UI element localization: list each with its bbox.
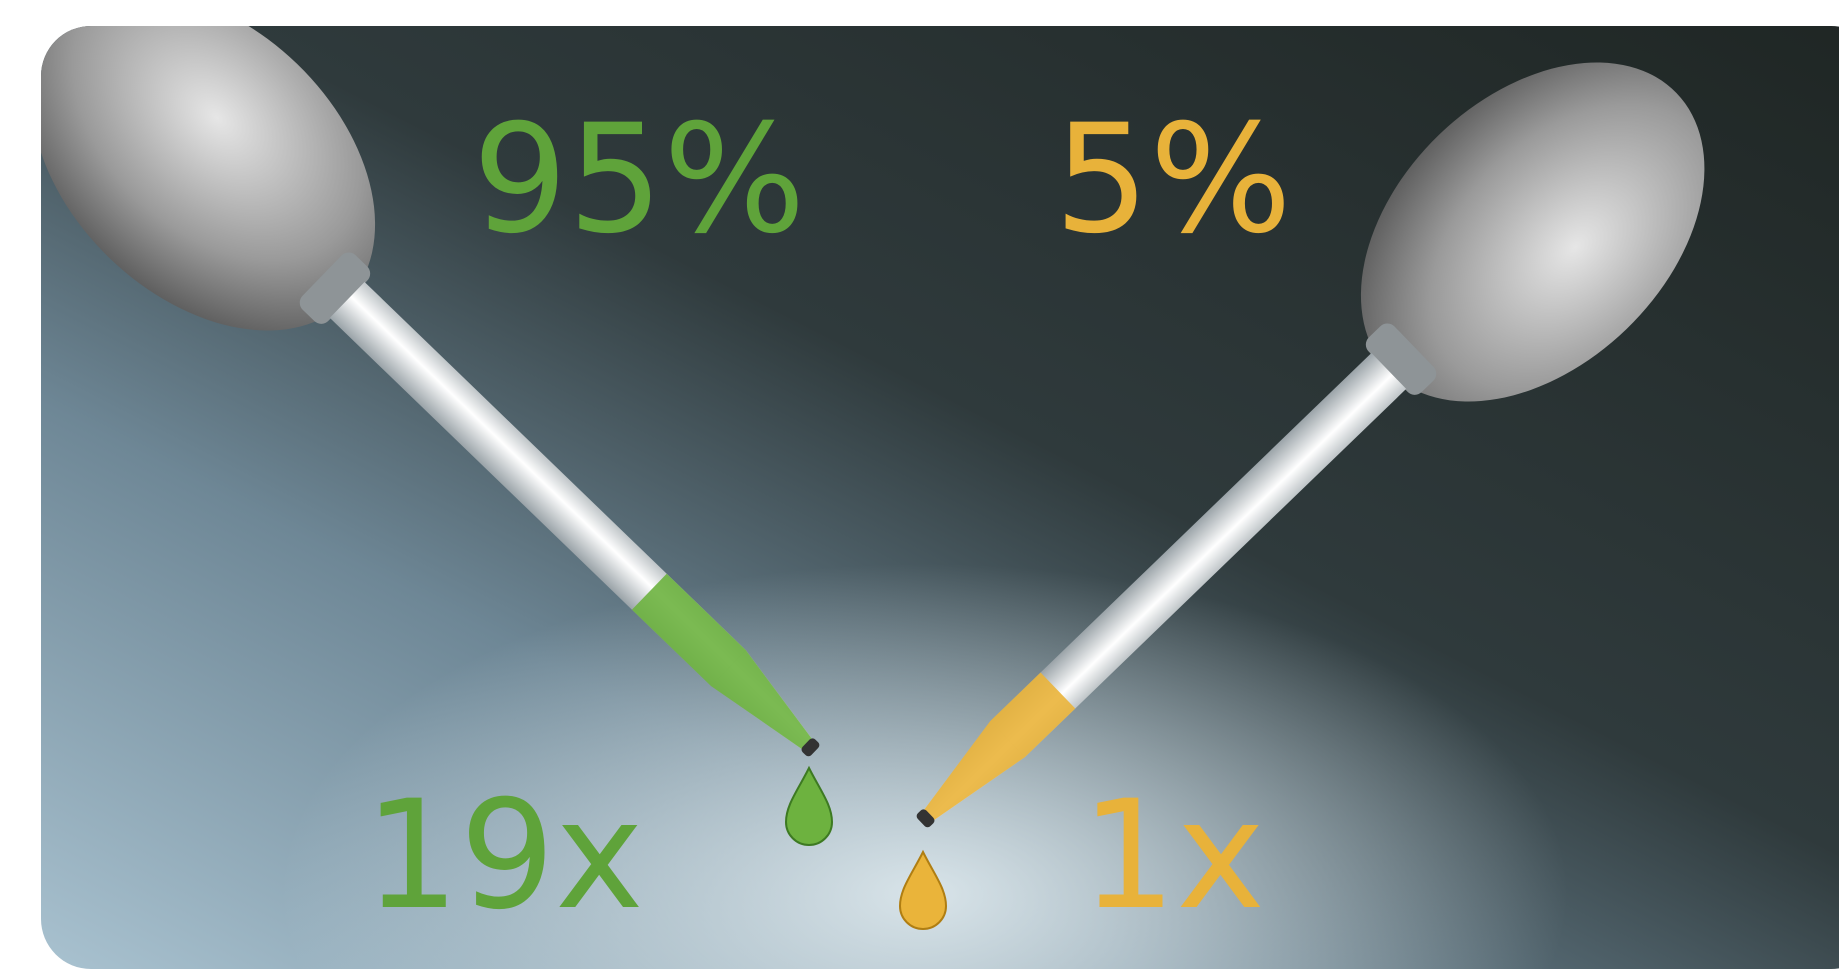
left-ratio: 19x (364, 769, 644, 943)
right-ratio: 1x (1081, 769, 1265, 943)
page: {"left": {"percent": "95%", "ratio": "19… (0, 0, 1839, 969)
card: 95% 5% 19x 1x (0, 0, 1839, 969)
left-percent: 95% (472, 93, 805, 267)
illustration: 95% 5% 19x 1x (0, 0, 1839, 969)
right-percent: 5% (1054, 93, 1292, 267)
